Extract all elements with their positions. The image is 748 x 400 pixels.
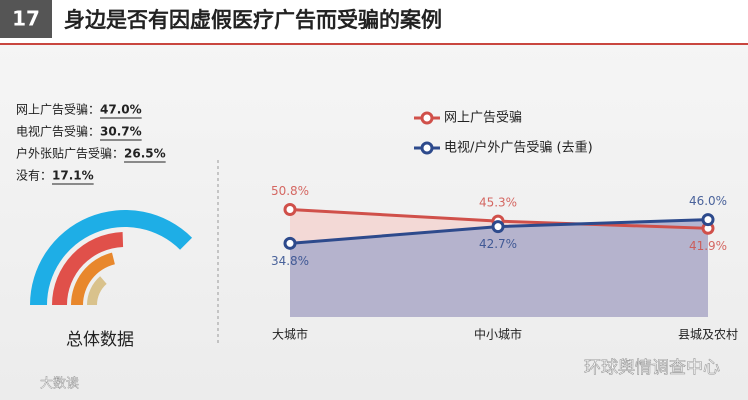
- data-label: 45.3%: [479, 196, 517, 210]
- stat-value: 47.0%: [100, 103, 142, 117]
- data-label: 41.9%: [689, 239, 727, 253]
- stat-label: 电视广告受骗：: [16, 124, 100, 139]
- point: [283, 202, 297, 216]
- point: [701, 213, 715, 227]
- radial-bar: [30, 210, 193, 305]
- legend-marker: [420, 111, 434, 125]
- stat-value: 17.1%: [52, 169, 94, 183]
- data-label: 50.8%: [271, 184, 309, 198]
- x-tick-label: 大城市: [272, 327, 308, 342]
- header-band: [0, 0, 748, 44]
- data-label: 42.7%: [479, 237, 517, 251]
- stat-label: 没有：: [16, 168, 52, 183]
- source-watermark: 环球舆情调查中心: [584, 358, 720, 378]
- legend-marker: [420, 141, 434, 155]
- corner-watermark: 大数读: [40, 377, 79, 392]
- legend-label: 电视/户外广告受骗 (去重): [444, 140, 593, 156]
- slide-number: 17: [12, 7, 40, 31]
- point: [491, 220, 505, 234]
- stat-label: 户外张贴广告受骗：: [16, 146, 124, 161]
- x-tick-label: 中小城市: [474, 327, 522, 342]
- x-tick-label: 县城及农村: [678, 328, 738, 342]
- data-label: 34.8%: [271, 254, 309, 268]
- point: [283, 236, 297, 250]
- series-area: [290, 219, 708, 317]
- radial-bar: [87, 276, 107, 305]
- number-box: [0, 0, 52, 38]
- title: 身边是否有因虚假医疗广告而受骗的案例: [64, 8, 442, 32]
- stat-label: 网上广告受骗：: [16, 102, 100, 117]
- stat-value: 30.7%: [100, 125, 142, 139]
- radial-bar: [52, 232, 124, 305]
- stat-value: 26.5%: [124, 147, 166, 161]
- legend-label: 网上广告受骗: [444, 111, 522, 126]
- radial-bar: [71, 252, 115, 305]
- data-label: 46.0%: [689, 194, 727, 208]
- radial-label: 总体数据: [66, 330, 134, 350]
